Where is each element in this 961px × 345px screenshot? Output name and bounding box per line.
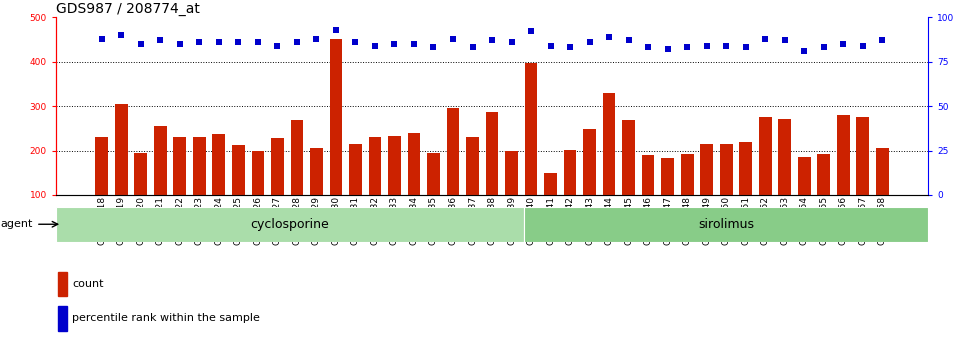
Point xyxy=(836,41,851,47)
Bar xyxy=(876,148,889,239)
Bar xyxy=(485,112,499,239)
Text: cyclosporine: cyclosporine xyxy=(251,218,330,231)
Point xyxy=(816,45,831,50)
Bar xyxy=(58,272,67,296)
Point xyxy=(777,38,793,43)
Point xyxy=(757,36,773,41)
Bar xyxy=(466,137,479,239)
Point xyxy=(679,45,695,50)
Bar xyxy=(564,150,577,239)
Bar xyxy=(232,145,245,239)
Bar xyxy=(271,138,283,239)
Point xyxy=(407,41,422,47)
Bar xyxy=(524,207,928,242)
Bar xyxy=(173,137,186,239)
Point xyxy=(465,45,480,50)
Bar xyxy=(290,120,304,239)
Point xyxy=(524,29,539,34)
Bar xyxy=(369,137,382,239)
Bar xyxy=(837,115,850,239)
Bar xyxy=(818,154,830,239)
Point xyxy=(602,34,617,40)
Text: agent: agent xyxy=(0,219,33,229)
Point xyxy=(250,39,265,45)
Bar xyxy=(193,137,206,239)
Bar xyxy=(759,117,772,239)
Bar xyxy=(642,155,654,239)
Bar xyxy=(407,133,420,239)
Point xyxy=(621,38,636,43)
Bar xyxy=(212,134,225,239)
Bar xyxy=(58,306,67,331)
Point xyxy=(153,38,168,43)
Bar xyxy=(603,93,615,239)
Point xyxy=(445,36,460,41)
Point xyxy=(386,41,402,47)
Text: sirolimus: sirolimus xyxy=(698,218,754,231)
Bar xyxy=(154,126,166,239)
Bar xyxy=(349,144,361,239)
Point xyxy=(133,41,148,47)
Bar xyxy=(330,39,342,239)
Bar xyxy=(739,141,752,239)
Bar xyxy=(661,158,674,239)
Bar xyxy=(778,119,791,239)
Bar xyxy=(505,150,518,239)
Point xyxy=(562,45,578,50)
Text: GDS987 / 208774_at: GDS987 / 208774_at xyxy=(56,2,200,16)
Bar xyxy=(310,148,323,239)
Point xyxy=(231,39,246,45)
Point xyxy=(660,47,676,52)
Point xyxy=(172,41,187,47)
Bar xyxy=(680,154,694,239)
Point xyxy=(270,43,285,48)
Bar xyxy=(701,144,713,239)
Point xyxy=(504,39,519,45)
Point xyxy=(797,48,812,54)
Point xyxy=(543,43,558,48)
Point xyxy=(875,38,890,43)
Text: percentile rank within the sample: percentile rank within the sample xyxy=(72,313,260,323)
Bar xyxy=(252,150,264,239)
Point xyxy=(719,43,734,48)
Bar xyxy=(95,137,108,239)
Bar xyxy=(720,144,732,239)
Bar xyxy=(623,120,635,239)
Point xyxy=(738,45,753,50)
Point xyxy=(329,27,344,32)
Point xyxy=(640,45,655,50)
Point xyxy=(699,43,714,48)
Bar xyxy=(56,207,524,242)
Point xyxy=(308,36,324,41)
Bar xyxy=(544,173,557,239)
Point xyxy=(94,36,110,41)
Point xyxy=(426,45,441,50)
Bar xyxy=(115,104,128,239)
Bar xyxy=(447,108,459,239)
Point xyxy=(348,39,363,45)
Point xyxy=(855,43,871,48)
Bar xyxy=(388,136,401,239)
Bar xyxy=(427,153,440,239)
Bar xyxy=(798,157,811,239)
Point xyxy=(211,39,227,45)
Bar xyxy=(583,129,596,239)
Point xyxy=(191,39,207,45)
Bar xyxy=(135,153,147,239)
Point xyxy=(113,32,129,38)
Bar xyxy=(856,117,869,239)
Point xyxy=(484,38,500,43)
Point xyxy=(367,43,382,48)
Point xyxy=(582,39,598,45)
Text: count: count xyxy=(72,279,104,289)
Bar xyxy=(525,62,537,239)
Point xyxy=(289,39,305,45)
